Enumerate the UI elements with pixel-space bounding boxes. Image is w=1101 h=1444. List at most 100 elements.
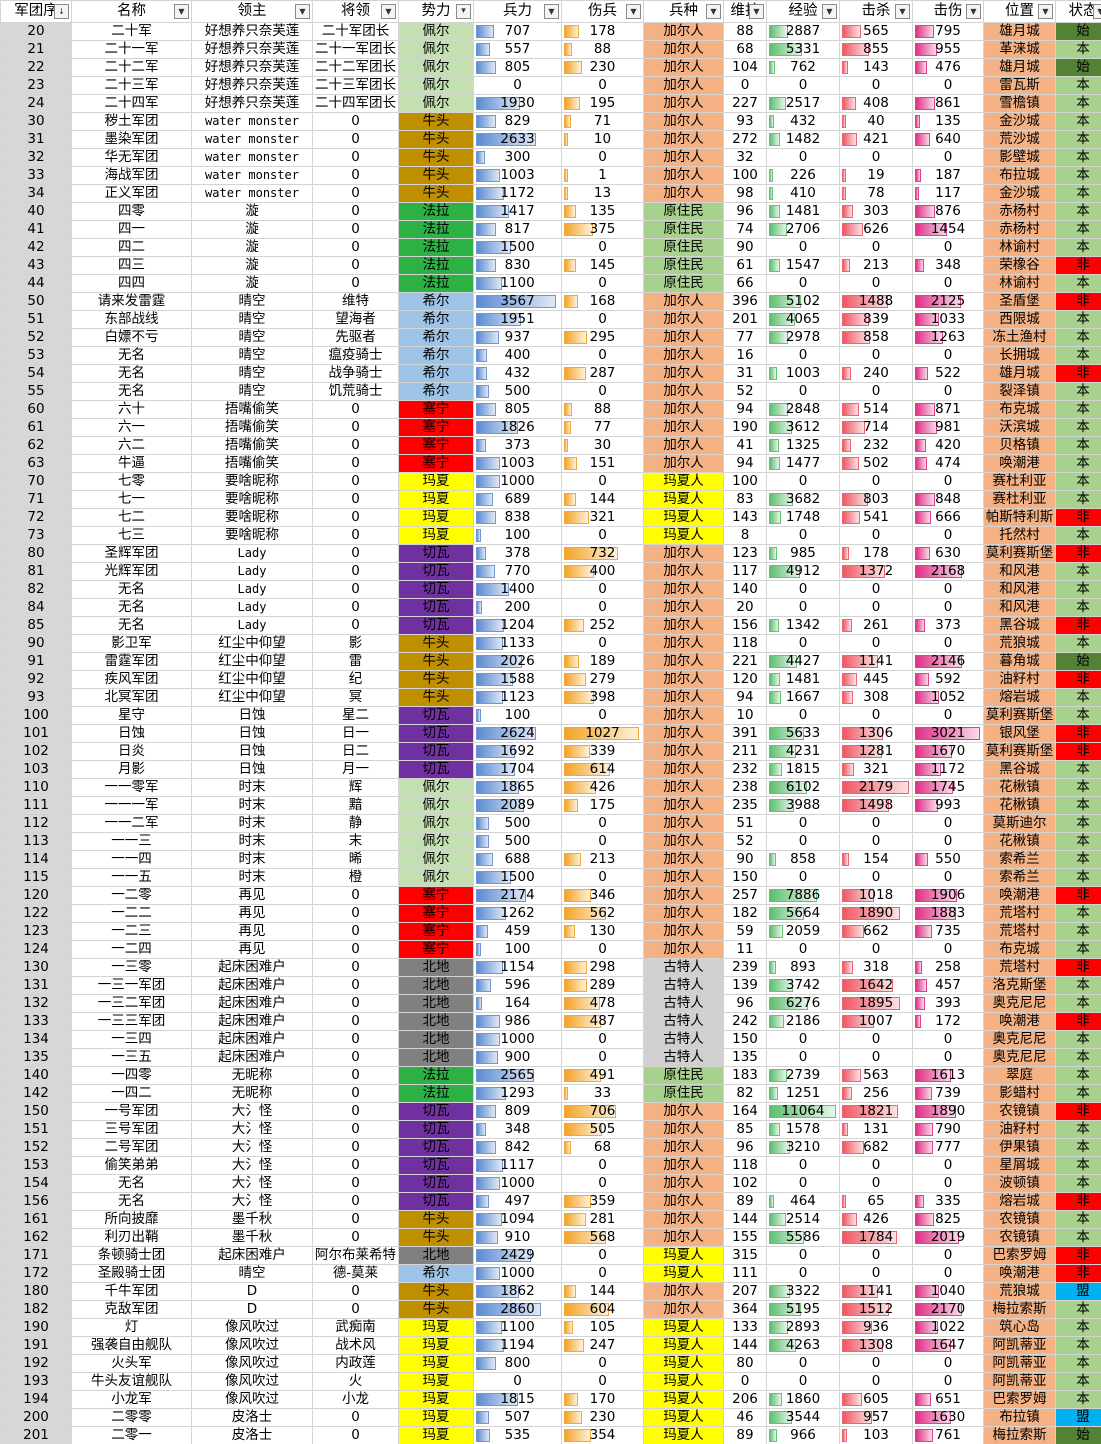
cell-general[interactable]: 0: [312, 1102, 399, 1121]
cell-status[interactable]: 本: [1055, 346, 1101, 365]
cell-faction[interactable]: 法拉: [398, 220, 474, 239]
cell-status[interactable]: 盟: [1055, 1282, 1101, 1301]
cell-lord[interactable]: 时末: [191, 868, 313, 887]
cell-wounds-dealt[interactable]: 795: [912, 22, 984, 41]
cell-troops[interactable]: 1000: [473, 1264, 562, 1283]
cell-location[interactable]: 奥克尼尼: [983, 1030, 1056, 1049]
cell-wounds-dealt[interactable]: 1883: [912, 904, 984, 923]
cell-wounds-dealt[interactable]: 2146: [912, 652, 984, 671]
cell-exp[interactable]: 0: [766, 1246, 840, 1265]
cell-location[interactable]: 莫利赛斯堡: [983, 706, 1056, 725]
cell-exp[interactable]: 0: [766, 148, 840, 167]
cell-wounds-dealt[interactable]: 1033: [912, 310, 984, 329]
cell-general[interactable]: 二十三军团长: [312, 76, 399, 95]
cell-status[interactable]: 本: [1055, 634, 1101, 653]
cell-exp[interactable]: 3322: [766, 1282, 840, 1301]
cell-wounded[interactable]: 178: [561, 22, 644, 41]
cell-troops[interactable]: 2089: [473, 796, 562, 815]
cell-exp[interactable]: 4427: [766, 652, 840, 671]
cell-kills[interactable]: 1821: [839, 1102, 913, 1121]
cell-name[interactable]: 七一: [71, 490, 192, 509]
cell-upkeep[interactable]: 89: [723, 1426, 767, 1444]
cell-lord[interactable]: 要啥昵称: [191, 472, 313, 491]
cell-name[interactable]: 一三二军团: [71, 994, 192, 1013]
cell-upkeep[interactable]: 80: [723, 1354, 767, 1373]
cell-wounds-dealt[interactable]: 474: [912, 454, 984, 473]
cell-name[interactable]: 四二: [71, 238, 192, 257]
cell-status[interactable]: 非: [1055, 1264, 1101, 1283]
cell-troops[interactable]: 596: [473, 976, 562, 995]
cell-troops[interactable]: 1094: [473, 1210, 562, 1229]
cell-troops[interactable]: 1194: [473, 1336, 562, 1355]
cell-serial[interactable]: 21: [0, 40, 72, 59]
cell-troops[interactable]: 1704: [473, 760, 562, 779]
cell-location[interactable]: 长拥城: [983, 346, 1056, 365]
cell-upkeep[interactable]: 74: [723, 220, 767, 239]
cell-name[interactable]: 华无军团: [71, 148, 192, 167]
cell-general[interactable]: 0: [312, 256, 399, 275]
cell-race[interactable]: 加尔人: [643, 1210, 724, 1229]
cell-exp[interactable]: 432: [766, 112, 840, 131]
cell-name[interactable]: 六十: [71, 400, 192, 419]
cell-lord[interactable]: 好想养只奈芙莲: [191, 40, 313, 59]
cell-general[interactable]: 0: [312, 1030, 399, 1049]
cell-status[interactable]: 本: [1055, 112, 1101, 131]
cell-location[interactable]: 影壁城: [983, 148, 1056, 167]
cell-lord[interactable]: 晴空: [191, 382, 313, 401]
cell-wounds-dealt[interactable]: 0: [912, 940, 984, 959]
cell-kills[interactable]: 0: [839, 1354, 913, 1373]
cell-race[interactable]: 加尔人: [643, 868, 724, 887]
cell-race[interactable]: 加尔人: [643, 76, 724, 95]
cell-status[interactable]: 本: [1055, 328, 1101, 347]
cell-wounds-dealt[interactable]: 172: [912, 1012, 984, 1031]
cell-troops[interactable]: 432: [473, 364, 562, 383]
cell-name[interactable]: 四一: [71, 220, 192, 239]
cell-faction[interactable]: 玛夏: [398, 1426, 474, 1444]
cell-upkeep[interactable]: 100: [723, 472, 767, 491]
cell-lord[interactable]: 起床困难户: [191, 1048, 313, 1067]
cell-general[interactable]: 内政莲: [312, 1354, 399, 1373]
cell-lord[interactable]: 晴空: [191, 310, 313, 329]
cell-wounded[interactable]: 0: [561, 76, 644, 95]
cell-wounds-dealt[interactable]: 761: [912, 1426, 984, 1444]
cell-wounded[interactable]: 0: [561, 346, 644, 365]
cell-wounded[interactable]: 168: [561, 292, 644, 311]
cell-kills[interactable]: 0: [839, 940, 913, 959]
cell-upkeep[interactable]: 88: [723, 22, 767, 41]
cell-race[interactable]: 古特人: [643, 1048, 724, 1067]
header-race[interactable]: 兵种 ▼: [643, 0, 724, 23]
cell-race[interactable]: 加尔人: [643, 292, 724, 311]
cell-serial[interactable]: 112: [0, 814, 72, 833]
cell-race[interactable]: 加尔人: [643, 706, 724, 725]
cell-wounded[interactable]: 614: [561, 760, 644, 779]
cell-general[interactable]: 0: [312, 1012, 399, 1031]
cell-name[interactable]: 无名: [71, 382, 192, 401]
cell-exp[interactable]: 1667: [766, 688, 840, 707]
cell-name[interactable]: 疾风军团: [71, 670, 192, 689]
cell-troops[interactable]: 1293: [473, 1084, 562, 1103]
cell-exp[interactable]: 3612: [766, 418, 840, 437]
cell-upkeep[interactable]: 52: [723, 832, 767, 851]
cell-status[interactable]: 始: [1055, 22, 1101, 41]
cell-lord[interactable]: 要啥昵称: [191, 508, 313, 527]
cell-location[interactable]: 暮角城: [983, 652, 1056, 671]
cell-lord[interactable]: 大氵怪: [191, 1174, 313, 1193]
cell-kills[interactable]: 839: [839, 310, 913, 329]
cell-wounds-dealt[interactable]: 258: [912, 958, 984, 977]
cell-faction[interactable]: 佩尔: [398, 868, 474, 887]
cell-upkeep[interactable]: 16: [723, 346, 767, 365]
cell-location[interactable]: 布拉镇: [983, 1408, 1056, 1427]
header-location[interactable]: 位置 ▼: [983, 0, 1056, 23]
cell-serial[interactable]: 85: [0, 616, 72, 635]
cell-exp[interactable]: 4912: [766, 562, 840, 581]
cell-wounds-dealt[interactable]: 457: [912, 976, 984, 995]
cell-faction[interactable]: 希尔: [398, 328, 474, 347]
cell-troops[interactable]: 2565: [473, 1066, 562, 1085]
cell-status[interactable]: 本: [1055, 1390, 1101, 1409]
cell-exp[interactable]: 0: [766, 706, 840, 725]
cell-wounds-dealt[interactable]: 0: [912, 1372, 984, 1391]
cell-troops[interactable]: 557: [473, 40, 562, 59]
cell-name[interactable]: 无名: [71, 364, 192, 383]
cell-troops[interactable]: 1417: [473, 202, 562, 221]
cell-name[interactable]: 一三五: [71, 1048, 192, 1067]
